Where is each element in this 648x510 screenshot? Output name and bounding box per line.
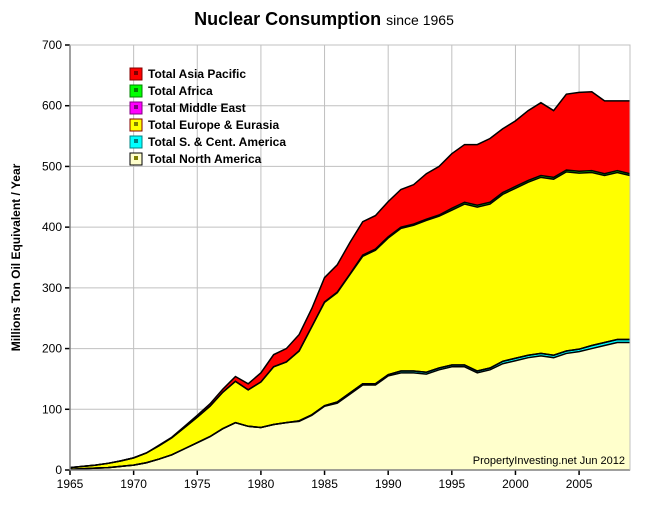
chart-container: 1965 1970 1975 1980 1985 1990 1995 2000 2005 0 100… [0,0,648,510]
legend-label: Total Middle East [148,101,246,115]
y-tick-label: 300 [42,281,62,295]
x-tick-label: 1980 [248,477,275,491]
legend-label: Total Asia Pacific [148,67,246,81]
chart-title: Nuclear Consumption since 1965 [194,9,454,29]
x-tick-label: 2005 [566,477,593,491]
y-tick-label: 400 [42,220,62,234]
y-tick-label: 200 [42,342,62,356]
x-tick-label: 1965 [57,477,84,491]
y-tick-label: 700 [42,38,62,52]
legend-label: Total Africa [148,84,213,98]
legend-marker [134,105,138,109]
x-tick-label: 1970 [120,477,147,491]
stacked-area-chart: 1965 1970 1975 1980 1985 1990 1995 2000 2005 0 100… [0,0,648,510]
x-tick-label: 1975 [184,477,211,491]
y-tick-label: 100 [42,402,62,416]
x-tick-label: 1985 [311,477,338,491]
y-tick-label: 500 [42,159,62,173]
legend-marker [134,71,138,75]
x-tick-label: 2000 [502,477,529,491]
legend-label: Total North America [148,152,262,166]
x-tick-label: 1990 [375,477,402,491]
legend-marker [134,139,138,143]
y-axis-label: Millions Ton Oil Equivalent / Year [9,163,23,351]
legend-marker [134,88,138,92]
x-tick-label: 1995 [438,477,465,491]
y-tick-label: 0 [55,463,62,477]
legend-marker [134,156,138,160]
y-tick-label: 600 [42,99,62,113]
source-label: PropertyInvesting.net Jun 2012 [473,455,625,467]
legend-label: Total S. & Cent. America [148,135,286,149]
legend-marker [134,122,138,126]
legend-label: Total Europe & Eurasia [148,118,279,132]
